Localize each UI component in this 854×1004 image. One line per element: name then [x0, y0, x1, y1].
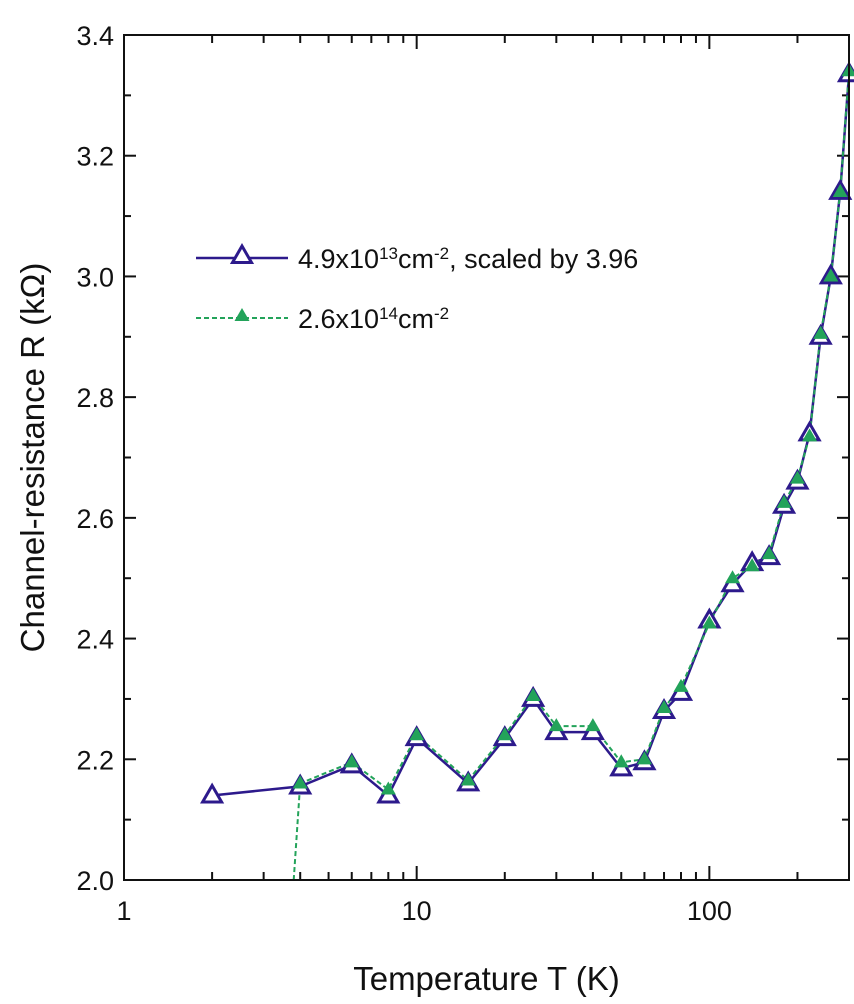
- series-2-line: [292, 71, 850, 881]
- x-tick-label: 1: [116, 896, 131, 926]
- x-tick-label: 10: [402, 896, 432, 926]
- series-2-point: [344, 754, 360, 768]
- legend-label-2: 2.6x1014cm-2: [298, 304, 449, 334]
- legend: 4.9x1013cm-2, scaled by 3.962.6x1014cm-2: [196, 242, 638, 334]
- series-markers: [200, 61, 854, 804]
- legend-text-part: -2: [434, 304, 449, 323]
- series-2-point: [613, 754, 629, 768]
- y-tick-label: 2.0: [76, 866, 114, 896]
- series-2-point: [725, 570, 741, 584]
- series-lines: [211, 71, 851, 881]
- series-2-point: [636, 751, 652, 765]
- legend-text-part: cm: [398, 244, 434, 274]
- series-2-point: [497, 727, 513, 741]
- series-2-point: [761, 546, 777, 560]
- y-tick-label: 2.2: [76, 745, 114, 775]
- legend-marker-1: [229, 242, 255, 264]
- x-axis-title: Temperature T (K): [353, 960, 620, 997]
- series-2-point: [380, 781, 396, 795]
- series-2-point: [548, 718, 564, 732]
- y-tick-label: 3.0: [76, 262, 114, 292]
- series-2-point: [292, 775, 308, 789]
- y-tick-label: 3.4: [76, 21, 114, 51]
- series-2-point: [776, 494, 792, 508]
- series-2-point: [656, 699, 672, 714]
- tick-labels: 2.0 2.2 2.4 2.6 2.8 3.0 3.2 3.4 1 10 100: [76, 21, 731, 926]
- series-2-point: [813, 325, 829, 339]
- legend-text-part: cm: [398, 304, 434, 334]
- series-2-point: [832, 183, 848, 197]
- legend-text-part: 4.9x10: [298, 244, 379, 274]
- series-2-point: [701, 615, 717, 629]
- series-2-point: [744, 558, 760, 572]
- y-axis-title: Channel-resistance R (kΩ): [14, 263, 51, 653]
- series-2-point: [823, 268, 839, 282]
- series-2-point: [585, 718, 601, 732]
- y-tick-label: 2.8: [76, 383, 114, 413]
- legend-text-part: 13: [379, 244, 398, 263]
- legend-marker-2: [234, 307, 250, 322]
- axis-ticks: [123, 34, 850, 881]
- plot-frame: [123, 34, 850, 881]
- x-tick-label: 100: [687, 896, 732, 926]
- y-tick-label: 2.4: [76, 625, 114, 655]
- series-2-point: [409, 727, 425, 741]
- series-2-point: [673, 678, 689, 692]
- legend-text-part: -2: [434, 244, 449, 263]
- series-2-point: [525, 687, 541, 701]
- series-2-point: [802, 428, 818, 442]
- legend-text-part: , scaled by 3.96: [449, 244, 638, 274]
- y-tick-label: 3.2: [76, 142, 114, 172]
- series-2-point: [789, 470, 805, 484]
- y-tick-label: 2.6: [76, 504, 114, 534]
- series-2-point: [460, 772, 476, 786]
- legend-text-part: 2.6x10: [298, 304, 379, 334]
- legend-label-1: 4.9x1013cm-2, scaled by 3.96: [298, 244, 638, 274]
- legend-text-part: 14: [379, 304, 398, 323]
- series-1-point: [200, 782, 225, 804]
- series-1-line: [211, 74, 851, 798]
